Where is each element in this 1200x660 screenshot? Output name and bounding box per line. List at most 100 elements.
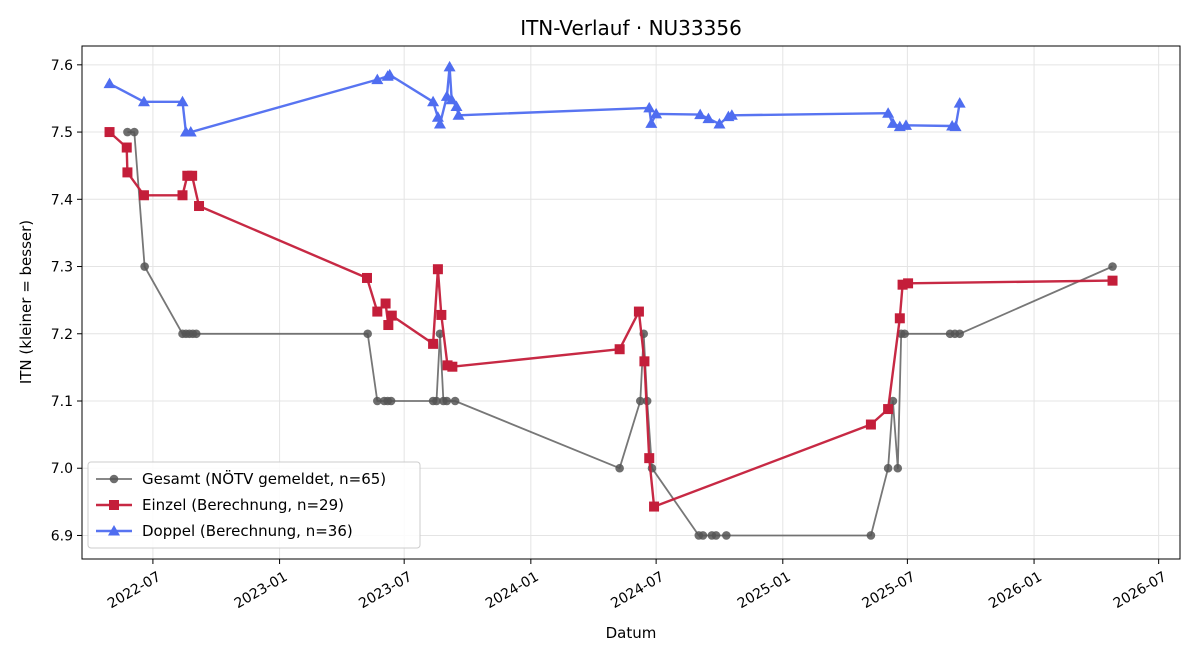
data-point	[433, 117, 446, 129]
x-axis: 2022-07 2023-01 2023-07 2024-01 2024-07 2025-…	[105, 559, 1169, 612]
y-tick-label: 7.5	[51, 125, 73, 141]
data-point	[138, 190, 149, 201]
y-tick-label: 7.1	[51, 394, 73, 410]
data-point	[383, 320, 394, 331]
data-point	[432, 264, 443, 275]
data-point	[432, 396, 441, 406]
data-point	[713, 117, 726, 129]
data-point	[722, 531, 731, 540]
y-axis-label: ITN (kleiner = besser)	[17, 220, 35, 384]
data-point	[386, 310, 397, 321]
legend-label: Doppel (Berechnung, n=36)	[142, 522, 353, 540]
data-point	[893, 463, 903, 473]
data-point	[361, 272, 372, 283]
data-point	[447, 361, 458, 372]
data-point	[903, 278, 914, 289]
x-tick-label: 2026-07	[1111, 569, 1170, 612]
data-point	[639, 356, 650, 367]
legend-marker	[109, 500, 119, 510]
data-point	[953, 97, 966, 108]
data-point	[140, 262, 149, 271]
data-point	[1108, 262, 1117, 271]
data-point	[191, 329, 201, 339]
legend-marker	[108, 525, 120, 536]
series-3	[103, 60, 966, 137]
data-point	[445, 93, 458, 105]
x-tick-label: 2025-01	[735, 569, 794, 612]
y-tick-label: 7.6	[51, 58, 73, 74]
data-point	[633, 306, 644, 317]
data-point	[897, 279, 908, 290]
x-axis-label: Datum	[606, 624, 657, 642]
data-point	[698, 531, 708, 540]
data-point	[176, 95, 189, 107]
series-2	[104, 127, 1118, 512]
y-tick-label: 7.2	[51, 327, 73, 343]
data-point	[883, 463, 893, 473]
chart-title: ITN-Verlauf · NU33356	[520, 16, 742, 40]
y-tick-label: 7.4	[51, 192, 73, 208]
data-point	[383, 68, 396, 80]
legend-box	[87, 461, 421, 549]
data-point	[450, 100, 463, 112]
data-point	[645, 117, 658, 128]
data-point	[427, 95, 440, 107]
data-point	[363, 329, 372, 339]
data-point	[130, 127, 139, 137]
data-point	[1107, 275, 1118, 286]
series-1	[123, 127, 1117, 540]
series-line	[108, 65, 961, 134]
legend: Gesamt (NÖTV gemeldet, n=65) Einzel (Bere…	[87, 461, 421, 549]
data-point	[122, 167, 133, 178]
data-point	[888, 396, 898, 406]
y-tick-label: 7.0	[51, 461, 73, 477]
data-point	[104, 127, 115, 138]
data-point	[635, 396, 645, 406]
data-point	[949, 120, 962, 132]
plot-frame	[81, 45, 1181, 560]
legend-label: Einzel (Berechnung, n=29)	[142, 496, 344, 514]
data-point	[436, 309, 447, 320]
data-point	[702, 112, 715, 124]
x-tick-label: 2024-07	[608, 569, 667, 612]
x-tick-label: 2026-01	[986, 569, 1045, 612]
data-point	[373, 396, 382, 406]
data-point	[865, 419, 876, 430]
data-point	[443, 60, 456, 72]
data-point	[372, 306, 383, 317]
data-point	[615, 463, 624, 473]
data-point	[643, 101, 656, 113]
data-point	[177, 190, 188, 201]
x-tick-label: 2024-01	[483, 569, 542, 612]
y-tick-label: 6.9	[51, 528, 73, 544]
x-tick-label: 2022-07	[105, 569, 164, 612]
data-point	[137, 95, 150, 107]
x-tick-label: 2023-07	[356, 569, 415, 612]
data-point	[121, 142, 132, 153]
legend-label: Gesamt (NÖTV gemeldet, n=65)	[142, 469, 386, 488]
data-point	[866, 531, 876, 540]
data-point	[371, 73, 384, 85]
data-point	[894, 313, 905, 324]
x-tick-label: 2023-01	[232, 569, 291, 612]
data-point	[187, 170, 198, 181]
data-point	[955, 329, 965, 339]
data-point	[650, 107, 663, 119]
data-point	[435, 329, 445, 339]
data-point	[883, 404, 894, 415]
data-point	[644, 453, 655, 464]
data-point	[123, 127, 132, 137]
data-point	[886, 117, 899, 128]
data-point	[380, 298, 391, 309]
x-tick-label: 2025-07	[860, 569, 919, 612]
y-axis: 6.9 7.0 7.1 7.2 7.3 7.4 7.5 7.6	[51, 58, 82, 544]
data-point	[900, 119, 913, 130]
data-point	[900, 329, 909, 339]
data-point	[649, 501, 660, 512]
data-point	[452, 109, 465, 120]
series-layer	[103, 60, 1118, 540]
data-point	[386, 396, 396, 406]
data-point	[694, 108, 707, 120]
data-point	[450, 396, 460, 406]
